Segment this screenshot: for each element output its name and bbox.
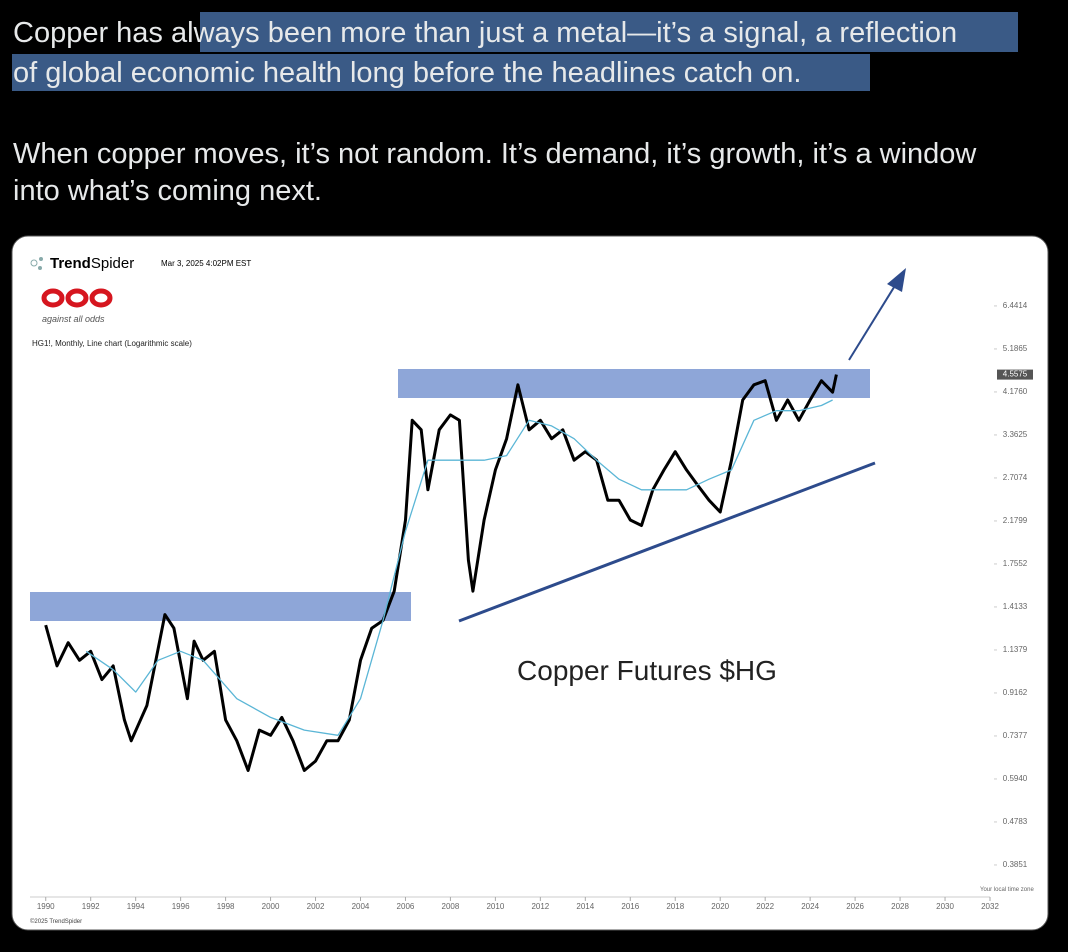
x-tick-label: 2004 <box>352 902 370 911</box>
brand-logo <box>30 257 43 270</box>
x-tick-label: 1990 <box>37 902 55 911</box>
x-tick-label: 1998 <box>217 902 235 911</box>
x-tick-label: 2010 <box>486 902 504 911</box>
chart-card <box>11 235 1049 931</box>
brand: TrendSpider <box>50 255 134 272</box>
x-tick-label: 2020 <box>711 902 729 911</box>
price-tag-label: 4.5575 <box>1003 370 1028 379</box>
x-tick-label: 2002 <box>307 902 325 911</box>
post-text: into what’s coming next. <box>13 175 322 207</box>
x-tick-label: 2008 <box>442 902 460 911</box>
x-tick-label: 2014 <box>576 902 594 911</box>
y-tick-label: 0.3851 <box>1003 860 1028 869</box>
x-tick-label: 2018 <box>666 902 684 911</box>
post-text: Copper has al <box>13 17 194 49</box>
post-text-selected: of global economic health long before th… <box>13 57 801 89</box>
timezone-note: Your local time zone <box>980 887 1034 893</box>
x-tick-label: 2032 <box>981 902 999 911</box>
y-tick-label: 2.1799 <box>1003 516 1028 525</box>
x-tick-label: 1996 <box>172 902 190 911</box>
x-tick-label: 2012 <box>531 902 549 911</box>
timestamp: Mar 3, 2025 4:02PM EST <box>161 259 251 268</box>
x-tick-label: 2030 <box>936 902 954 911</box>
y-tick-label: 1.7552 <box>1003 559 1028 568</box>
text-highlight <box>200 12 1018 52</box>
resistance-zone <box>30 592 411 621</box>
price-line <box>44 374 838 772</box>
x-tick-label: 1992 <box>82 902 100 911</box>
copyright: ©2025 TrendSpider <box>30 918 82 925</box>
x-tick-label: 2024 <box>801 902 819 911</box>
x-tick-label: 1994 <box>127 902 145 911</box>
post-text: When copper moves, it’s not random. It’s… <box>13 138 977 170</box>
arrow-shaft <box>848 283 897 361</box>
brand-bold: Trend <box>50 255 91 272</box>
trend-line <box>458 461 876 623</box>
x-tick-label: 2022 <box>756 902 774 911</box>
chart-title: Copper Futures $HG <box>517 655 777 686</box>
x-tick-label: 2028 <box>891 902 909 911</box>
y-tick-label: 4.1760 <box>1003 387 1028 396</box>
y-tick-label: 0.4783 <box>1003 817 1028 826</box>
price-tag <box>997 369 1033 380</box>
arrow-head <box>887 268 906 292</box>
x-tick-label: 2000 <box>262 902 280 911</box>
text-highlight <box>12 54 870 91</box>
y-tick-label: 5.1865 <box>1003 344 1028 353</box>
y-tick-label: 0.5940 <box>1003 774 1028 783</box>
y-tick-label: 0.9162 <box>1003 688 1028 697</box>
resistance-zone <box>398 369 870 398</box>
x-tick-label: 2016 <box>621 902 639 911</box>
chart-subtitle: HG1!, Monthly, Line chart (Logarithmic s… <box>32 339 192 348</box>
price-line <box>85 399 833 736</box>
y-tick-label: 3.3625 <box>1003 430 1028 439</box>
y-tick-label: 1.1379 <box>1003 645 1028 654</box>
post-line: Copper has always been more than just a … <box>13 17 957 49</box>
y-tick-label: 2.7074 <box>1003 473 1028 482</box>
logo-caption: against all odds <box>42 314 105 324</box>
y-tick-label: 1.4133 <box>1003 602 1028 611</box>
y-tick-label: 6.4414 <box>1003 301 1028 310</box>
x-tick-label: 2006 <box>397 902 415 911</box>
brand-light: Spider <box>91 255 134 272</box>
aoo-logo <box>41 288 113 308</box>
y-tick-label: 0.7377 <box>1003 731 1028 740</box>
x-tick-label: 2026 <box>846 902 864 911</box>
post-text-selected: ways been more than just a metal—it’s a … <box>193 17 958 49</box>
